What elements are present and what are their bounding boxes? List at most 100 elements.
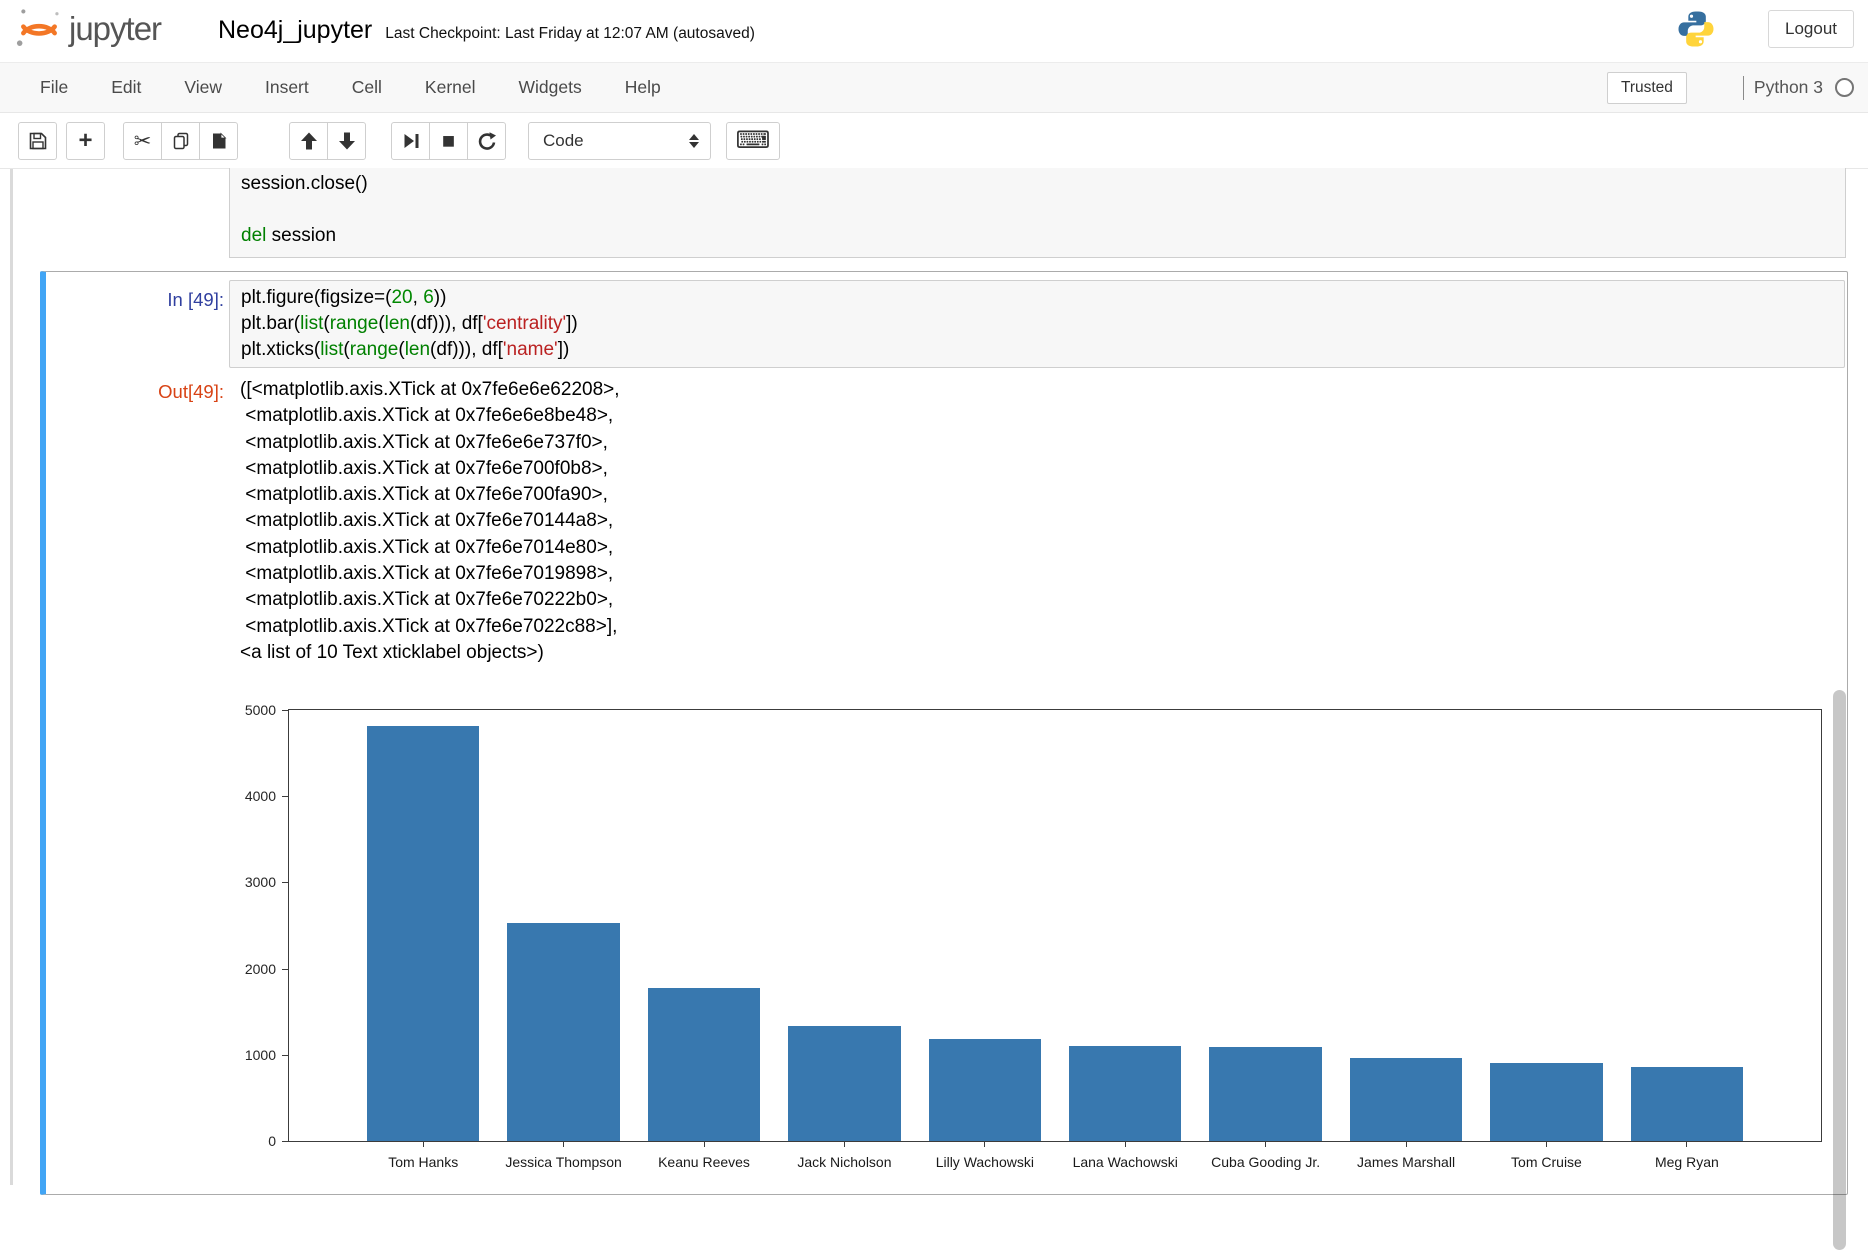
kernel-divider <box>1742 75 1744 100</box>
y-tick-mark <box>282 796 289 798</box>
y-tick-mark <box>282 882 289 884</box>
y-tick-mark <box>282 1054 289 1056</box>
x-tick-label: Tom Hanks <box>388 1154 459 1170</box>
y-tick-label: 5000 <box>244 702 276 718</box>
y-tick-label: 0 <box>268 1133 276 1149</box>
code-line: plt.bar(list(range(len(df))), df['centra… <box>241 313 578 334</box>
code-cell-input[interactable]: plt.figure(figsize=(20, 6)) plt.bar(list(… <box>229 280 1845 368</box>
x-slot: James Marshall <box>1336 1141 1476 1170</box>
bar-slot <box>1195 710 1335 1141</box>
y-tick-label: 4000 <box>244 788 276 805</box>
copy-cell-button[interactable] <box>161 122 200 160</box>
menu-widgets[interactable]: Widgets <box>518 77 582 97</box>
bar-tom-hanks <box>367 726 480 1141</box>
x-tick-mark <box>1686 1141 1688 1147</box>
y-tick-mark <box>282 710 289 711</box>
interrupt-kernel-button[interactable]: ■ <box>429 122 468 160</box>
notebook-left-edge <box>10 169 13 1185</box>
keyboard-icon: ⌨ <box>735 127 771 154</box>
x-tick-label: Keanu Reeves <box>658 1154 750 1170</box>
x-slot: Lana Wachowski <box>1055 1141 1195 1170</box>
x-tick-label: Cuba Gooding Jr. <box>1211 1154 1321 1170</box>
x-tick-label: Lilly Wachowski <box>935 1154 1034 1170</box>
x-slot: Keanu Reeves <box>634 1141 774 1170</box>
bar-keanu-reeves <box>647 988 761 1141</box>
x-tick-mark <box>843 1141 845 1147</box>
bar-jessica-thompson <box>507 922 620 1141</box>
cut-icon: ✂ <box>133 129 152 153</box>
menu-file[interactable]: File <box>40 77 69 97</box>
kernel-name: Python 3 <box>1753 77 1823 97</box>
move-cell-down-button[interactable] <box>327 122 366 160</box>
y-tick-mark <box>282 968 289 970</box>
x-tick-label: Jack Nicholson <box>797 1154 892 1170</box>
y-tick-label: 3000 <box>244 874 276 891</box>
selected-code-cell[interactable]: In [49]: plt.figure(figsize=(20, 6)) plt.… <box>40 271 1848 1195</box>
arrow-up-icon <box>300 132 317 150</box>
x-slot: Meg Ryan <box>1617 1141 1757 1170</box>
x-tick-mark <box>1545 1141 1547 1147</box>
bar-slot <box>1476 710 1616 1141</box>
code-line: plt.xticks(list(range(len(df))), df['nam… <box>241 339 570 360</box>
menu-items: File Edit View Insert Cell Kernel Widgets Help <box>40 77 704 98</box>
y-tick-label: 1000 <box>244 1046 276 1063</box>
menubar-right: Trusted Python 3 <box>1606 63 1854 112</box>
menu-view[interactable]: View <box>184 77 222 97</box>
x-slot: Cuba Gooding Jr. <box>1195 1141 1335 1170</box>
bar-slot <box>1336 710 1476 1141</box>
x-tick-mark <box>422 1141 424 1147</box>
paste-cell-button[interactable] <box>199 122 238 160</box>
x-tick-mark <box>563 1141 565 1147</box>
bar-slot <box>493 710 633 1141</box>
save-button[interactable] <box>18 122 57 160</box>
x-tick-mark <box>1405 1141 1407 1147</box>
bar-slot <box>1617 710 1757 1141</box>
x-tick-label: Jessica Thompson <box>505 1154 622 1170</box>
bar-meg-ryan <box>1630 1066 1744 1141</box>
command-palette-button[interactable]: ⌨ <box>726 122 780 160</box>
menu-kernel[interactable]: Kernel <box>424 77 476 97</box>
x-tick-label: Meg Ryan <box>1654 1154 1719 1170</box>
cell-type-dropdown[interactable]: Code <box>528 122 711 160</box>
bar-slot <box>915 710 1055 1141</box>
menu-edit[interactable]: Edit <box>111 77 142 97</box>
chart-plot-area: Tom Hanks Jessica Thompson Keanu Reeves Jac… <box>245 702 1822 1170</box>
jupyter-logo[interactable]: jupyter <box>16 8 162 48</box>
title-area: Neo4j_jupyter Last Checkpoint: Last Frid… <box>218 16 755 45</box>
logout-button[interactable]: Logout <box>1768 10 1854 48</box>
paste-icon <box>212 132 226 149</box>
x-tick-mark <box>1124 1141 1126 1147</box>
kernel-status-icon <box>1835 78 1854 97</box>
run-icon <box>404 134 418 148</box>
stop-icon: ■ <box>441 128 456 153</box>
dropdown-updown-icon <box>689 134 699 148</box>
vertical-scrollbar-thumb[interactable] <box>1833 690 1846 1250</box>
output-prompt: Out[49]: <box>158 381 224 402</box>
menu-insert[interactable]: Insert <box>264 77 309 97</box>
x-tick-mark <box>1265 1141 1267 1147</box>
add-cell-button[interactable]: + <box>66 122 105 160</box>
cell-type-selected: Code <box>543 131 584 150</box>
x-slot: Lilly Wachowski <box>915 1141 1055 1170</box>
y-tick-label: 2000 <box>244 960 276 977</box>
menu-help[interactable]: Help <box>624 77 661 97</box>
run-cell-button[interactable] <box>391 122 430 160</box>
cut-cell-button[interactable]: ✂ <box>123 122 162 160</box>
move-cell-up-button[interactable] <box>289 122 328 160</box>
x-slot: Jessica Thompson <box>493 1141 633 1170</box>
menu-cell[interactable]: Cell <box>351 77 382 97</box>
bar-slot <box>774 710 914 1141</box>
restart-kernel-button[interactable] <box>467 122 506 160</box>
trusted-button[interactable]: Trusted <box>1606 71 1687 104</box>
output-text: ([<matplotlib.axis.XTick at 0x7fe6e6e622… <box>240 379 620 663</box>
code-line: plt.figure(figsize=(20, 6)) <box>241 287 447 308</box>
notebook-area: session.close() del session In [49]: plt… <box>0 168 1868 1250</box>
restart-icon <box>478 132 496 150</box>
x-tick-label: Tom Cruise <box>1511 1154 1582 1170</box>
code-line: session.close() <box>241 173 368 194</box>
code-cell-previous-input[interactable]: session.close() del session <box>229 168 1846 258</box>
input-prompt: In [49]: <box>167 289 224 310</box>
menu-bar: File Edit View Insert Cell Kernel Widgets Help … <box>0 62 1868 113</box>
notebook-title[interactable]: Neo4j_jupyter <box>218 16 373 44</box>
bar-slot <box>1055 710 1195 1141</box>
